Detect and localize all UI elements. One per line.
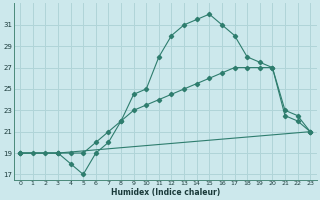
X-axis label: Humidex (Indice chaleur): Humidex (Indice chaleur): [111, 188, 220, 197]
